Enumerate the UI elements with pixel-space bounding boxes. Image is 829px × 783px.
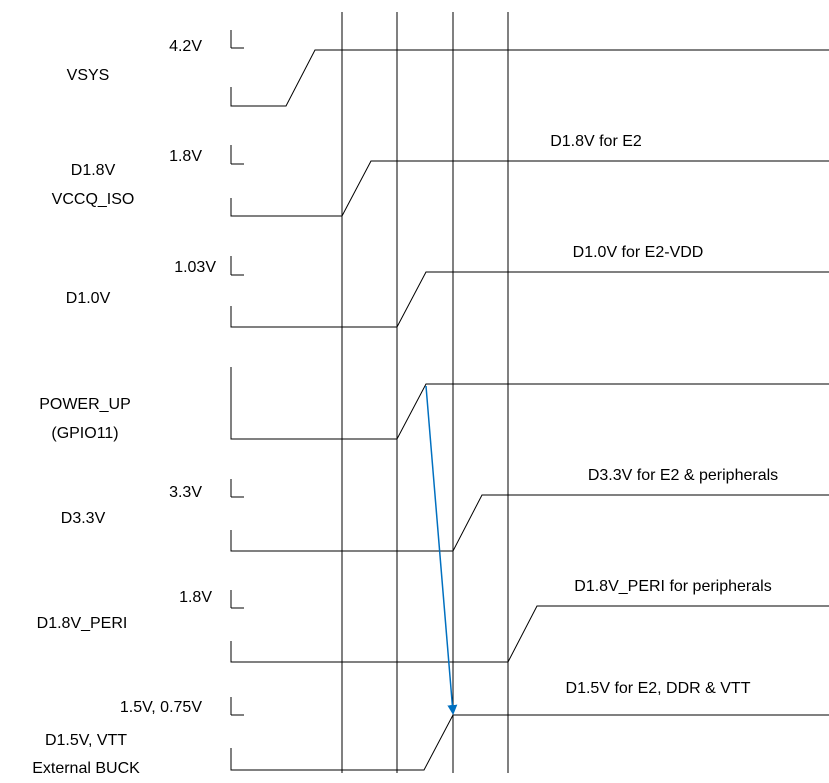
signal-d1-0v: D1.0V 1.03V D1.0V for E2-VDD — [66, 244, 829, 328]
signal-level-label: 3.3V — [169, 484, 202, 501]
signal-name: POWER_UP — [39, 396, 131, 413]
signal-name: D1.0V — [66, 290, 111, 307]
signal-waveform — [230, 367, 829, 440]
signal-annotation: D3.3V for E2 & peripherals — [588, 467, 778, 484]
dependency-arrow — [425, 385, 458, 715]
signal-d1-8v-peri: D1.8V_PERI 1.8V D1.8V_PERI for periphera… — [37, 578, 829, 663]
signal-waveform — [230, 714, 829, 771]
signal-name: (GPIO11) — [51, 425, 118, 442]
signal-name: External BUCK — [32, 760, 140, 777]
signal-waveform — [230, 160, 829, 217]
signal-name: D1.8V_PERI — [37, 615, 128, 632]
signal-vsys: VSYS 4.2V — [67, 30, 829, 107]
signal-annotation: D1.0V for E2-VDD — [573, 244, 704, 261]
signal-level-label: 1.8V — [179, 589, 212, 606]
signal-level-label: 1.8V — [169, 148, 202, 165]
signal-name: D3.3V — [61, 510, 106, 527]
signal-power-up-gpio11: POWER_UP (GPIO11) — [39, 367, 829, 442]
signal-name: VCCQ_ISO — [52, 191, 135, 208]
signal-d3-3v: D3.3V 3.3V D3.3V for E2 & peripherals — [61, 467, 829, 552]
signal-annotation: D1.5V for E2, DDR & VTT — [566, 680, 751, 697]
signal-waveform — [230, 49, 829, 107]
signal-d1-5v-vtt-external-buck: D1.5V, VTT External BUCK 1.5V, 0.75V D1.… — [32, 680, 829, 777]
signal-name: D1.5V, VTT — [45, 732, 127, 749]
signal-annotation: D1.8V_PERI for peripherals — [574, 578, 771, 595]
signal-waveform — [230, 271, 829, 328]
signal-level-label: 1.03V — [174, 259, 216, 276]
time-marker-lines — [341, 12, 509, 773]
signal-name: VSYS — [67, 67, 110, 84]
signal-name: D1.8V — [71, 162, 116, 179]
signal-level-label: 1.5V, 0.75V — [120, 699, 202, 716]
signal-waveform — [230, 494, 829, 552]
signal-d1-8v-vccq-iso: D1.8V VCCQ_ISO 1.8V D1.8V for E2 — [52, 133, 829, 217]
signal-waveform — [230, 605, 829, 663]
signal-level-label: 4.2V — [169, 38, 202, 55]
signal-annotation: D1.8V for E2 — [550, 133, 642, 150]
